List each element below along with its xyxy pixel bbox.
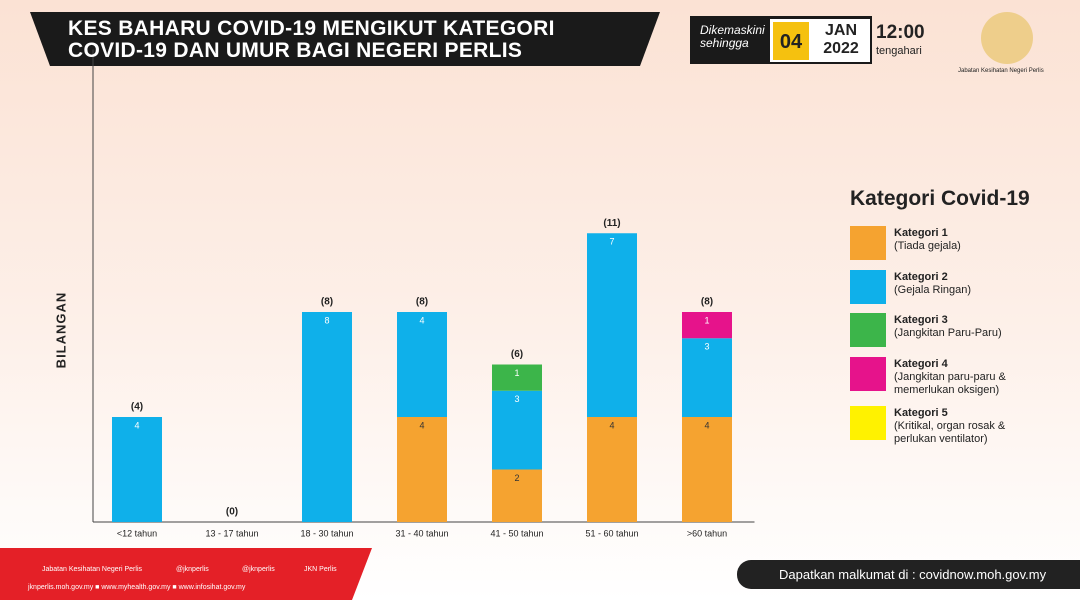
info-bar: Dapatkan malkumat di : covidnow.moh.gov.… xyxy=(737,560,1080,589)
link: jknperlis.moh.gov.my xyxy=(28,584,94,591)
bar-segment xyxy=(682,417,732,522)
legend-swatch xyxy=(850,313,886,347)
segment-label: 4 xyxy=(134,420,139,430)
title-line: KES BAHARU COVID-19 MENGIKUT KATEGORI xyxy=(68,17,555,40)
segment-label: 1 xyxy=(704,315,709,325)
legend-text: Kategori 2 (Gejala Ringan) xyxy=(894,271,1044,297)
year: 2022 xyxy=(823,40,859,57)
legend-description: (Tiada gejala) xyxy=(894,240,961,252)
total-label: (4) xyxy=(131,402,143,413)
x-tick-label: 13 - 17 tahun xyxy=(205,528,258,538)
title-banner xyxy=(30,12,660,66)
month: JAN xyxy=(824,22,857,39)
bar-segment xyxy=(492,469,542,522)
x-tick-label: 31 - 40 tahun xyxy=(395,528,448,538)
twitter: @jknperlis xyxy=(176,566,209,573)
link: www.myhealth.gov.my xyxy=(101,584,171,591)
footer-banner xyxy=(0,548,372,600)
segment-label: 2 xyxy=(514,473,519,483)
bar-segment xyxy=(587,417,637,522)
time: 12:00 xyxy=(876,22,925,43)
facebook: Jabatan Kesihatan Negeri Perlis xyxy=(42,566,143,573)
link: www.infosihat.gov.my xyxy=(178,584,246,591)
legend-text: Kategori 4 (Jangkitan paru-paru & memerlu… xyxy=(894,358,1044,397)
y-axis-label: BILANGAN xyxy=(53,292,68,369)
x-tick-label: 18 - 30 tahun xyxy=(300,528,353,538)
bar-segment xyxy=(587,233,637,417)
legend-name: Kategori 1 xyxy=(894,227,948,239)
updated-text: sehingga xyxy=(700,36,749,50)
total-label: (8) xyxy=(321,297,333,308)
date-month: JAN 2022 xyxy=(814,22,868,58)
segment-label: 4 xyxy=(419,420,424,430)
segment-label: 4 xyxy=(609,420,614,430)
bar-segment xyxy=(492,390,542,470)
links: jknperlis.moh.gov.my ■ www.myhealth.gov.… xyxy=(28,584,246,591)
legend-description: (Gejala Ringan) xyxy=(894,284,972,296)
legend-swatch xyxy=(850,270,886,304)
total-label: (8) xyxy=(416,297,428,308)
agency: Jabatan Kesihatan Negeri Perlis xyxy=(958,68,1044,74)
legend-text: Kategori 1 (Tiada gejala) xyxy=(894,227,1044,253)
total-label: (11) xyxy=(603,218,620,229)
total-label: (8) xyxy=(701,297,713,308)
segment-label: 3 xyxy=(704,342,709,352)
legend-swatch xyxy=(850,357,886,391)
segment-label: 3 xyxy=(514,394,519,404)
legend-name: Kategori 5 xyxy=(894,407,948,419)
segment-label: 4 xyxy=(419,315,424,325)
legend-text: Kategori 5 (Kritikal, organ rosak & perlu… xyxy=(894,407,1044,446)
legend-title: Kategori Covid-19 xyxy=(850,187,1030,210)
bar-segment xyxy=(397,417,447,522)
legend-text: Kategori 3 (Jangkitan Paru-Paru) xyxy=(894,314,1044,340)
x-tick-label: <12 tahun xyxy=(117,528,157,538)
total-label: (6) xyxy=(511,349,523,360)
updated-label: Dikemaskini sehingga xyxy=(700,24,765,50)
total-label: (0) xyxy=(226,507,238,518)
legend-name: Kategori 2 xyxy=(894,271,948,283)
bar-segment xyxy=(397,312,447,417)
legend-description: (Jangkitan paru-paru & memerlukan oksige… xyxy=(894,371,1006,396)
x-tick-label: 51 - 60 tahun xyxy=(585,528,638,538)
updated-text: Dikemaskini xyxy=(700,23,765,37)
bar-segment xyxy=(302,312,352,522)
title-line: COVID-19 DAN UMUR BAGI NEGERI PERLIS xyxy=(68,39,523,62)
legend-name: Kategori 4 xyxy=(894,358,948,370)
legend-swatch xyxy=(850,226,886,260)
x-tick-label: 41 - 50 tahun xyxy=(490,528,543,538)
title: KES BAHARU COVID-19 MENGIKUT KATEGORI COV… xyxy=(68,18,555,62)
youtube: JKN Perlis xyxy=(304,566,337,573)
bar-segment xyxy=(112,417,162,522)
legend-name: Kategori 3 xyxy=(894,314,948,326)
bar-segment xyxy=(492,364,542,391)
x-tick-label: >60 tahun xyxy=(687,528,727,538)
bar-segment xyxy=(682,338,732,417)
legend-description: (Jangkitan Paru-Paru) xyxy=(894,327,1002,339)
legend-description: (Kritikal, organ rosak & perlukan ventil… xyxy=(894,420,1006,445)
time-label: tengahari xyxy=(876,45,922,57)
segment-label: 4 xyxy=(704,420,709,430)
date-day: 04 xyxy=(773,22,809,60)
instagram: @jknperlis xyxy=(242,566,275,573)
bar-segment xyxy=(682,312,732,339)
legend-swatch xyxy=(850,406,886,440)
crest xyxy=(981,12,1033,64)
segment-label: 1 xyxy=(514,368,519,378)
segment-label: 8 xyxy=(324,315,329,325)
segment-label: 7 xyxy=(609,237,614,247)
